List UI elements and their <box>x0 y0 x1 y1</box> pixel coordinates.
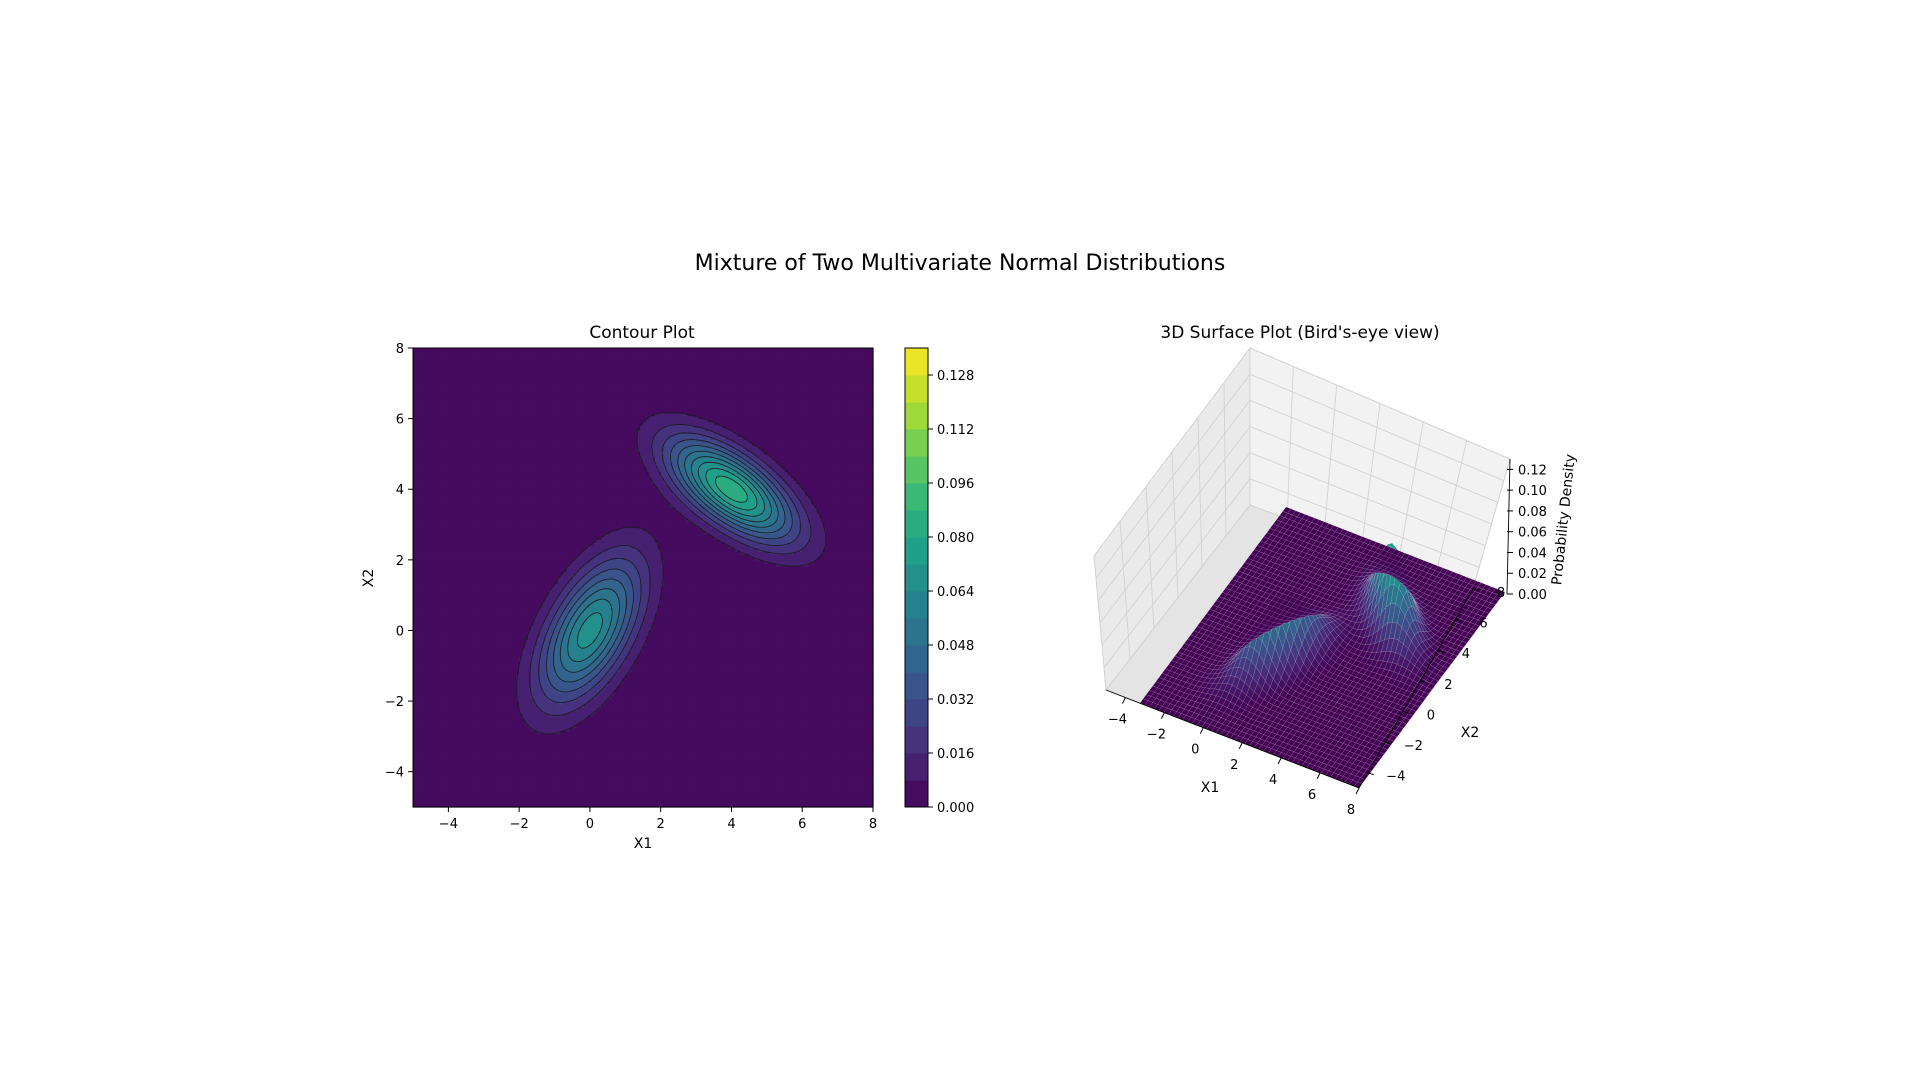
contour-title: Contour Plot <box>589 323 695 343</box>
contour-fill <box>413 348 874 808</box>
figure-title: Mixture of Two Multivariate Normal Distr… <box>695 251 1226 276</box>
